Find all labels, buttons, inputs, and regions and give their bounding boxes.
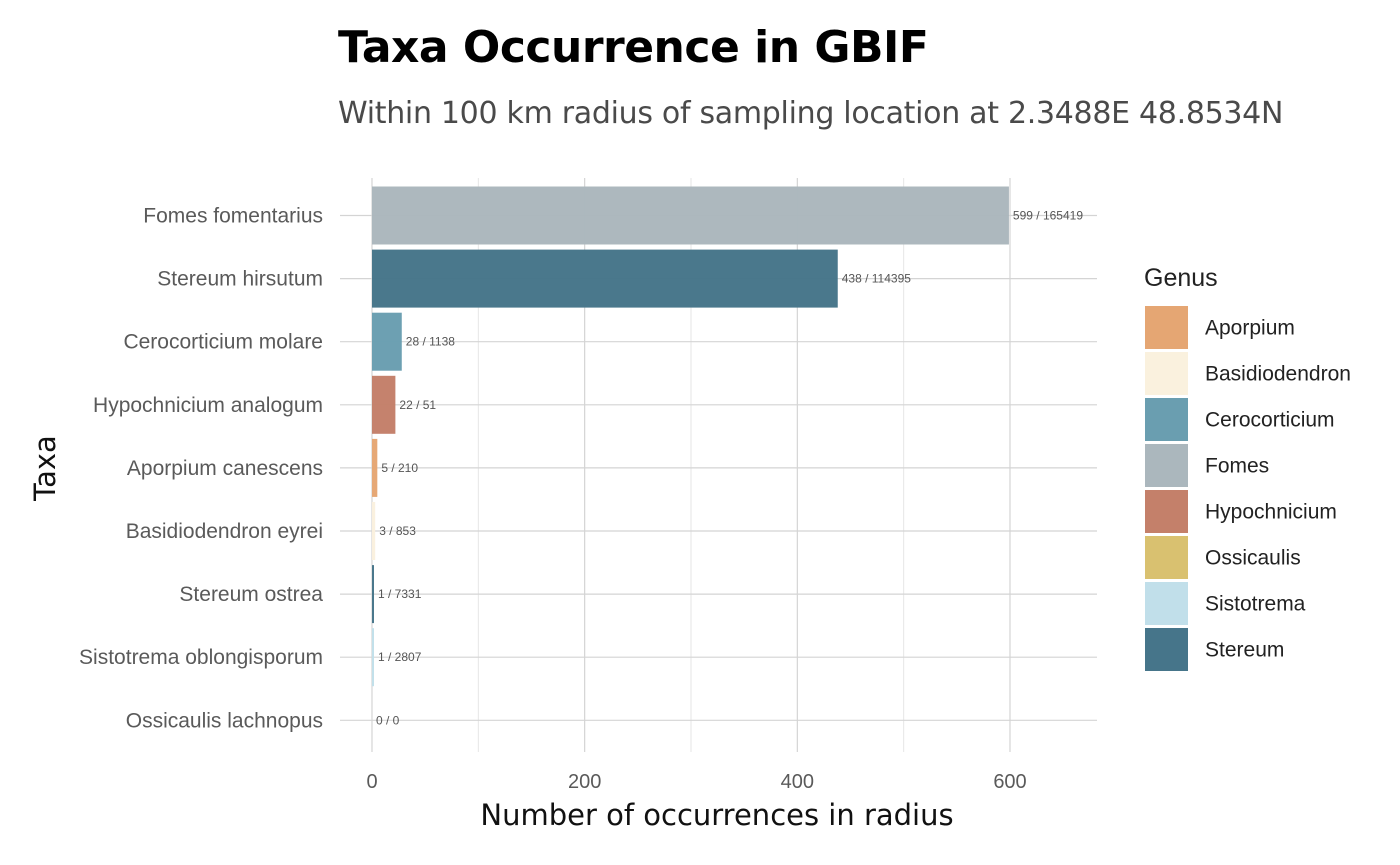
- y-tick-label: Basidiodendron eyrei: [126, 520, 323, 543]
- bar: [372, 438, 378, 497]
- legend-label: Fomes: [1205, 455, 1269, 478]
- bar-value-label: 599 / 165419: [1013, 209, 1083, 223]
- y-tick-label: Aporpium canescens: [127, 457, 323, 480]
- chart-title: Taxa Occurrence in GBIF: [338, 22, 929, 73]
- bar: [372, 249, 838, 308]
- bar-value-label: 438 / 114395: [842, 272, 912, 286]
- legend-title: Genus: [1144, 264, 1218, 292]
- y-tick-label: Ossicaulis lachnopus: [126, 709, 323, 732]
- y-axis-title: Taxa: [28, 435, 62, 502]
- x-tick-label: 0: [366, 771, 377, 793]
- x-tick-label: 600: [993, 771, 1026, 793]
- legend-label: Ossicaulis: [1205, 547, 1301, 570]
- legend-key: [1145, 628, 1188, 671]
- bar: [372, 312, 402, 371]
- legend-label: Sistotrema: [1205, 593, 1306, 616]
- bar: [372, 186, 1009, 245]
- legend-label: Aporpium: [1205, 317, 1295, 340]
- bar: [372, 628, 374, 687]
- bar-value-label: 28 / 1138: [406, 335, 455, 349]
- legend-key: [1145, 444, 1188, 487]
- x-tick-label: 400: [781, 771, 814, 793]
- bar: [372, 502, 376, 560]
- y-tick-label: Cerocorticium molare: [123, 331, 323, 354]
- legend-label: Stereum: [1205, 639, 1284, 662]
- legend-key: [1145, 536, 1188, 579]
- bar-value-label: 0 / 0: [376, 713, 400, 727]
- chart-subtitle: Within 100 km radius of sampling locatio…: [338, 96, 1284, 131]
- bar: [372, 565, 374, 624]
- legend-key: [1145, 582, 1188, 625]
- bar-value-label: 1 / 2807: [378, 650, 422, 664]
- y-axis-tick-labels: Fomes fomentarius Stereum hirsutum Cerocor…: [79, 205, 323, 733]
- y-tick-label: Sistotrema oblongisporum: [79, 646, 323, 669]
- y-tick-label: Fomes fomentarius: [143, 205, 323, 228]
- y-tick-label: Hypochnicium analogum: [93, 394, 323, 417]
- bar-value-label: 3 / 853: [379, 524, 416, 538]
- legend-key: [1145, 352, 1188, 395]
- x-axis-title: Number of occurrences in radius: [480, 798, 953, 832]
- legend-label: Basidiodendron: [1205, 363, 1351, 386]
- legend-label: Cerocorticium: [1205, 409, 1335, 432]
- y-tick-label: Stereum ostrea: [179, 583, 323, 606]
- bar-value-label: 1 / 7331: [378, 587, 422, 601]
- bars: 599 / 165419 438 / 114395 28 / 1138 22 / 51…: [372, 186, 1083, 727]
- legend: Genus Aporpium Basidiodendron Cerocorticiu…: [1144, 264, 1351, 671]
- bar-value-label: 5 / 210: [381, 461, 418, 475]
- bar-value-label: 22 / 51: [399, 398, 436, 412]
- x-tick-label: 200: [568, 771, 601, 793]
- y-tick-label: Stereum hirsutum: [157, 268, 323, 291]
- legend-key: [1145, 306, 1188, 349]
- legend-label: Hypochnicium: [1205, 501, 1337, 524]
- legend-key: [1145, 490, 1188, 533]
- x-axis-tick-labels: 0 200 400 600: [366, 771, 1026, 793]
- legend-key: [1145, 398, 1188, 441]
- bar: [372, 375, 396, 434]
